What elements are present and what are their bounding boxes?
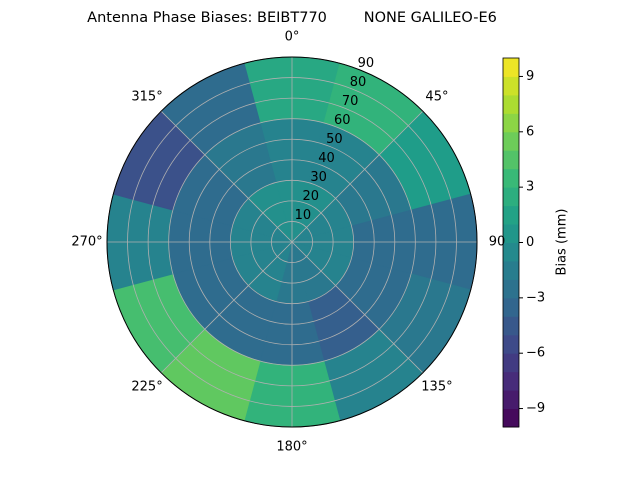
r-tick-label: 40 <box>318 151 335 166</box>
colorbar-step <box>503 187 519 207</box>
colorbar-step <box>503 205 519 225</box>
r-tick-label: 30 <box>310 170 327 185</box>
colorbar-tick-label: 3 <box>526 180 534 195</box>
colorbar-step <box>503 58 519 77</box>
theta-tick-label: 270° <box>71 235 102 250</box>
grid-spoke <box>160 241 293 374</box>
theta-tick-label: 315° <box>131 90 162 105</box>
r-tick-label: 60 <box>334 113 351 128</box>
grid-spoke <box>160 110 293 243</box>
colorbar-step <box>503 297 519 317</box>
colorbar-step <box>503 224 519 243</box>
colorbar-step <box>503 131 519 151</box>
colorbar-step <box>503 113 519 133</box>
colorbar-tick-label: −6 <box>526 346 545 361</box>
polar-frame <box>106 56 478 428</box>
colorbar-step <box>503 242 519 262</box>
colorbar-step <box>503 94 519 114</box>
theta-tick-label: 225° <box>131 379 162 394</box>
colorbar-label: Bias (mm) <box>555 209 570 276</box>
grid-spoke <box>291 241 424 374</box>
colorbar-tick-label: 6 <box>526 124 534 139</box>
colorbar-step <box>503 260 519 280</box>
theta-tick-label: 180° <box>276 440 307 455</box>
grid-spoke <box>291 110 424 243</box>
colorbar-tick-label: −3 <box>526 290 545 305</box>
theta-tick-label: 135° <box>421 379 452 394</box>
colorbar-step <box>503 353 519 373</box>
colorbar-step <box>503 279 519 299</box>
chart-title: Antenna Phase Biases: BEIBT770 NONE GALI… <box>87 10 497 26</box>
colorbar-step <box>503 408 519 428</box>
colorbar-tick-label: 9 <box>526 69 534 84</box>
colorbar-tick-label: −9 <box>526 401 545 416</box>
colorbar-tick-label: 0 <box>526 235 534 250</box>
colorbar-step <box>503 316 519 336</box>
colorbar-step <box>503 390 519 410</box>
r-tick-label: 20 <box>303 189 320 204</box>
theta-tick-label: 90 <box>489 235 506 250</box>
colorbar-step <box>503 371 519 391</box>
r-tick-label: 90 <box>358 56 375 71</box>
colorbar-step <box>503 76 519 96</box>
theta-tick-label: 45° <box>425 90 448 105</box>
theta-tick-label: 0° <box>285 30 300 45</box>
r-tick-label: 50 <box>326 132 343 147</box>
colorbar-step <box>503 334 519 354</box>
colorbar-step <box>503 168 519 188</box>
r-tick-label: 80 <box>350 75 367 90</box>
r-tick-label: 70 <box>342 94 359 109</box>
r-tick-label: 10 <box>295 208 312 223</box>
colorbar-step <box>503 150 519 170</box>
